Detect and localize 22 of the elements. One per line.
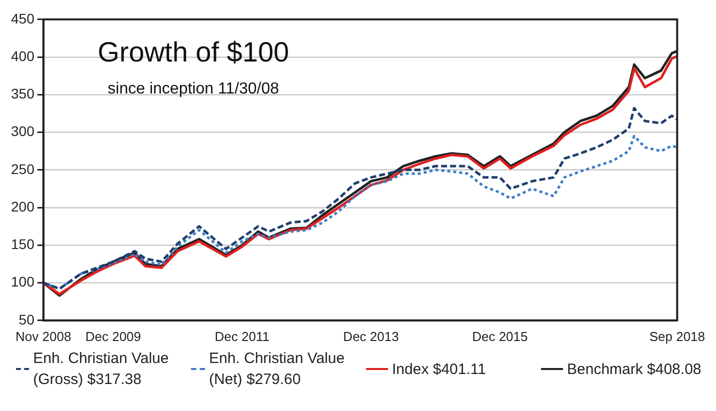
legend-label: Benchmark $408.08 bbox=[567, 360, 702, 380]
y-tick-label: 100 bbox=[11, 274, 35, 290]
x-tick-label: Nov 2008 bbox=[16, 328, 72, 344]
legend-label: Enh. Christian Value (Net) $279.60 bbox=[208, 349, 346, 390]
y-tick-label: 50 bbox=[18, 311, 35, 328]
legend-label: Enh. Christian Value (Gross) $317.38 bbox=[33, 349, 170, 390]
y-tick-label: 350 bbox=[11, 86, 35, 102]
line-series bbox=[43, 106, 678, 290]
x-tick-label: Dec 2011 bbox=[214, 328, 270, 344]
y-tick-label: 400 bbox=[11, 48, 35, 64]
y-tick-label: 450 bbox=[11, 10, 35, 26]
text: since inception 11/30/08 bbox=[108, 80, 280, 98]
y-tick-label: 150 bbox=[11, 236, 35, 252]
y-tick-label: 300 bbox=[11, 123, 35, 140]
y-tick-label: 200 bbox=[11, 198, 35, 214]
x-tick-label: Dec 2013 bbox=[343, 328, 399, 344]
x-tick-label: Sep 2018 bbox=[649, 328, 706, 344]
y-tick-label: 250 bbox=[11, 160, 35, 177]
legend-label: Index $401.11 bbox=[392, 360, 486, 380]
x-tick-label: Dec 2009 bbox=[85, 328, 142, 344]
x-tick-label: Dec 2015 bbox=[472, 328, 528, 344]
text: Growth of $100 bbox=[98, 36, 290, 68]
